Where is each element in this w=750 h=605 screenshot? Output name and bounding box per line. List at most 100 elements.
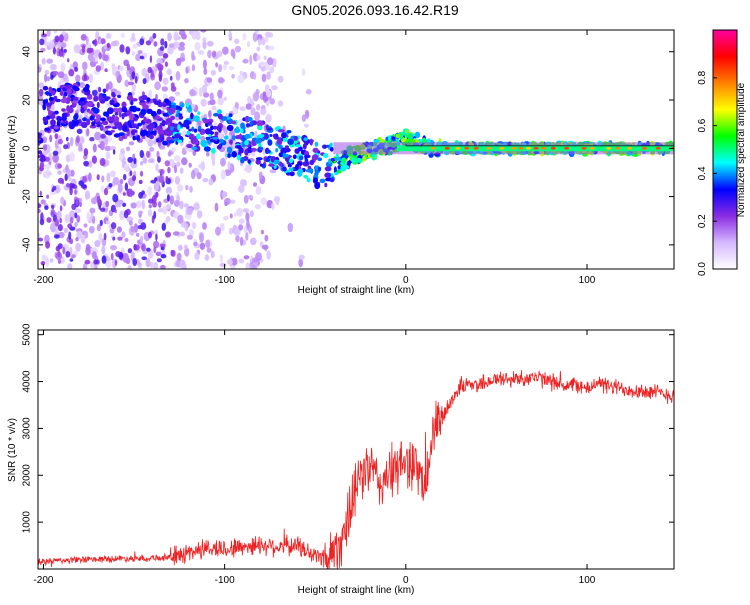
heatmap-cell bbox=[260, 37, 266, 46]
heatmap-cell bbox=[201, 84, 208, 94]
heatmap-cell bbox=[76, 230, 83, 239]
heatmap-cell bbox=[83, 223, 88, 228]
heatmap-cell bbox=[83, 148, 89, 157]
heatmap-cell bbox=[75, 237, 79, 242]
heatmap-cell bbox=[60, 62, 66, 72]
heatmap-cell bbox=[112, 149, 116, 155]
heatmap-cell bbox=[217, 109, 222, 115]
heatmap-cell bbox=[191, 51, 195, 60]
heatmap-cell bbox=[170, 115, 176, 121]
heatmap-cell bbox=[154, 177, 158, 182]
heatmap-cell bbox=[157, 208, 164, 213]
heatmap-cell bbox=[69, 216, 74, 224]
heatmap-cell bbox=[38, 88, 44, 97]
heatmap-cell bbox=[229, 199, 236, 204]
heatmap-cell bbox=[295, 164, 299, 171]
heatmap-cell bbox=[324, 172, 332, 178]
heatmap-cell bbox=[392, 138, 396, 143]
heatmap-cell bbox=[329, 178, 335, 183]
heatmap-cell bbox=[129, 170, 133, 176]
heatmap-cell bbox=[226, 146, 233, 154]
heatmap-cell bbox=[212, 50, 217, 58]
heatmap-cell bbox=[74, 66, 79, 72]
heatmap-cell bbox=[58, 231, 65, 239]
heatmap-cell bbox=[68, 231, 72, 240]
heatmap-cell bbox=[342, 165, 350, 170]
heatmap-cell bbox=[287, 222, 294, 233]
heatmap-cell bbox=[137, 225, 143, 230]
heatmap-cell bbox=[112, 236, 116, 241]
heatmap-cell bbox=[185, 67, 189, 74]
heatmap-cell bbox=[269, 66, 275, 74]
heatmap-cell bbox=[226, 259, 234, 265]
x-tick-label: -100 bbox=[215, 575, 235, 586]
heatmap-cell bbox=[93, 95, 99, 102]
heatmap-cell bbox=[203, 67, 208, 76]
heatmap-cell bbox=[110, 252, 114, 261]
heatmap-cell bbox=[381, 138, 385, 144]
heatmap-cell bbox=[88, 172, 92, 182]
heatmap-cell bbox=[86, 47, 92, 54]
heatmap-cell bbox=[334, 171, 339, 176]
heatmap-cell bbox=[323, 153, 329, 159]
heatmap-cell bbox=[104, 135, 109, 146]
heatmap-cell bbox=[50, 190, 57, 195]
heatmap-cell bbox=[142, 52, 148, 58]
heatmap-cell bbox=[223, 96, 227, 101]
heatmap-cell bbox=[341, 157, 347, 163]
heatmap-cell bbox=[249, 210, 254, 218]
heatmap-cell bbox=[70, 136, 74, 147]
heatmap-cell bbox=[301, 114, 307, 122]
heatmap-cell bbox=[165, 175, 169, 182]
heatmap-cell bbox=[170, 249, 176, 257]
heatmap-cell bbox=[57, 243, 63, 250]
heatmap-cell bbox=[94, 240, 101, 248]
heatmap-cell bbox=[245, 103, 252, 110]
heatmap-cell bbox=[196, 172, 202, 180]
heatmap-cell bbox=[229, 213, 233, 219]
heatmap-cell bbox=[166, 194, 170, 202]
heatmap-cell bbox=[203, 146, 211, 152]
heatmap-cell bbox=[79, 201, 82, 208]
heatmap-cell bbox=[84, 259, 91, 265]
heatmap-cell bbox=[87, 53, 94, 61]
heatmap-cell bbox=[155, 191, 159, 198]
heatmap-cell bbox=[167, 32, 172, 42]
heatmap-cell bbox=[141, 129, 148, 136]
heatmap-cell bbox=[64, 84, 72, 90]
heatmap-cell bbox=[103, 232, 107, 241]
heatmap-cell bbox=[260, 229, 264, 235]
heatmap-cell bbox=[186, 234, 193, 240]
heatmap-cell bbox=[96, 195, 101, 205]
heatmap-cell bbox=[68, 210, 76, 220]
heatmap-cell bbox=[82, 175, 87, 183]
heatmap-cell bbox=[173, 200, 180, 207]
heatmap-cell bbox=[324, 166, 332, 172]
heatmap-cell bbox=[177, 244, 183, 251]
heatmap-cell bbox=[148, 204, 152, 209]
heatmap-cell bbox=[155, 251, 162, 257]
heatmap-cell bbox=[268, 163, 275, 167]
heatmap-cell bbox=[245, 262, 250, 269]
heatmap-cell bbox=[220, 157, 226, 167]
heatmap-cell bbox=[57, 170, 62, 175]
heatmap-cell bbox=[152, 32, 157, 39]
heatmap-cell bbox=[148, 89, 153, 99]
snr-plot-area bbox=[38, 330, 674, 569]
heatmap-cell bbox=[42, 103, 47, 111]
heatmap-cell bbox=[266, 71, 271, 80]
heatmap-cell bbox=[240, 179, 246, 187]
heatmap-cell bbox=[356, 157, 362, 163]
heatmap-cell bbox=[200, 161, 206, 171]
heatmap-cell bbox=[252, 182, 258, 187]
colorbar-gradient bbox=[712, 29, 738, 270]
heatmap-cell bbox=[127, 265, 132, 269]
heatmap-cell bbox=[165, 186, 173, 195]
heatmap-cell bbox=[146, 97, 151, 103]
heatmap-cell bbox=[172, 137, 179, 141]
heatmap-cell bbox=[66, 97, 72, 101]
heatmap-cell bbox=[55, 98, 61, 103]
heatmap-cell bbox=[305, 168, 313, 173]
heatmap-cell bbox=[181, 33, 187, 40]
heatmap-cell bbox=[314, 182, 321, 190]
